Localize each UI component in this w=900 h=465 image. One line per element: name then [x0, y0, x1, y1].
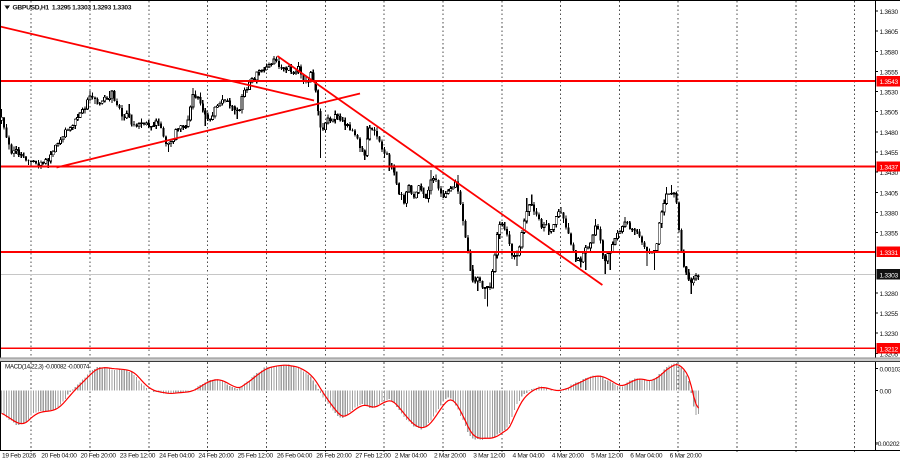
svg-text:1.3303: 1.3303 — [880, 272, 899, 279]
svg-text:1.3555: 1.3555 — [880, 69, 899, 76]
svg-text:25 Feb 12:00: 25 Feb 12:00 — [238, 453, 274, 460]
svg-text:1.3605: 1.3605 — [880, 29, 899, 36]
svg-text:4 Mar 20:00: 4 Mar 20:00 — [552, 453, 585, 460]
svg-text:1.3405: 1.3405 — [880, 190, 899, 197]
svg-text:5 Mar 12:00: 5 Mar 12:00 — [591, 453, 624, 460]
svg-text:1.3355: 1.3355 — [880, 231, 899, 238]
svg-text:23 Feb 12:00: 23 Feb 12:00 — [120, 453, 156, 460]
svg-text:0.00103: 0.00103 — [880, 366, 900, 373]
svg-text:1.3255: 1.3255 — [880, 311, 899, 318]
svg-text:1.3505: 1.3505 — [880, 110, 899, 117]
svg-text:27 Feb 12:00: 27 Feb 12:00 — [355, 453, 391, 460]
svg-text:6 Mar 04:00: 6 Mar 04:00 — [630, 453, 663, 460]
svg-text:GBPUSD,H1 1.3295 1.3303 1.329: GBPUSD,H1 1.3295 1.3303 1.3293 1.3303 — [13, 5, 132, 12]
svg-text:1.3530: 1.3530 — [880, 90, 899, 97]
svg-text:20 Feb 20:00: 20 Feb 20:00 — [81, 453, 117, 460]
svg-text:1.3630: 1.3630 — [880, 9, 899, 16]
svg-text:26 Feb 20:00: 26 Feb 20:00 — [316, 453, 352, 460]
svg-text:0.00: 0.00 — [880, 389, 892, 396]
svg-text:2 Mar 20:00: 2 Mar 20:00 — [434, 453, 467, 460]
svg-text:1.3331: 1.3331 — [880, 250, 899, 257]
svg-text:2 Mar 04:00: 2 Mar 04:00 — [395, 453, 428, 460]
svg-text:4 Mar 04:00: 4 Mar 04:00 — [513, 453, 546, 460]
svg-text:24 Feb 20:00: 24 Feb 20:00 — [198, 453, 234, 460]
svg-text:1.3280: 1.3280 — [880, 291, 899, 298]
svg-text:1.3543: 1.3543 — [880, 79, 899, 86]
svg-text:19 Feb 2026: 19 Feb 2026 — [2, 453, 36, 460]
svg-text:1.3455: 1.3455 — [880, 150, 899, 157]
svg-text:26 Feb 04:00: 26 Feb 04:00 — [277, 453, 313, 460]
svg-text:1.3580: 1.3580 — [880, 49, 899, 56]
svg-text:20 Feb 04:00: 20 Feb 04:00 — [41, 453, 77, 460]
svg-text:3 Mar 12:00: 3 Mar 12:00 — [473, 453, 506, 460]
svg-text:1.3230: 1.3230 — [880, 331, 899, 338]
svg-text:1.3437: 1.3437 — [880, 165, 899, 172]
svg-text:1.3380: 1.3380 — [880, 210, 899, 217]
svg-text:MACD(14,22,3) -0.00082 -0.0007: MACD(14,22,3) -0.00082 -0.00074 — [5, 364, 90, 371]
svg-text:1.3212: 1.3212 — [880, 346, 899, 353]
svg-text:24 Feb 04:00: 24 Feb 04:00 — [159, 453, 195, 460]
svg-text:1.3480: 1.3480 — [880, 130, 899, 137]
svg-text:-0.00202: -0.00202 — [876, 441, 900, 448]
svg-text:6 Mar 20:00: 6 Mar 20:00 — [670, 453, 703, 460]
